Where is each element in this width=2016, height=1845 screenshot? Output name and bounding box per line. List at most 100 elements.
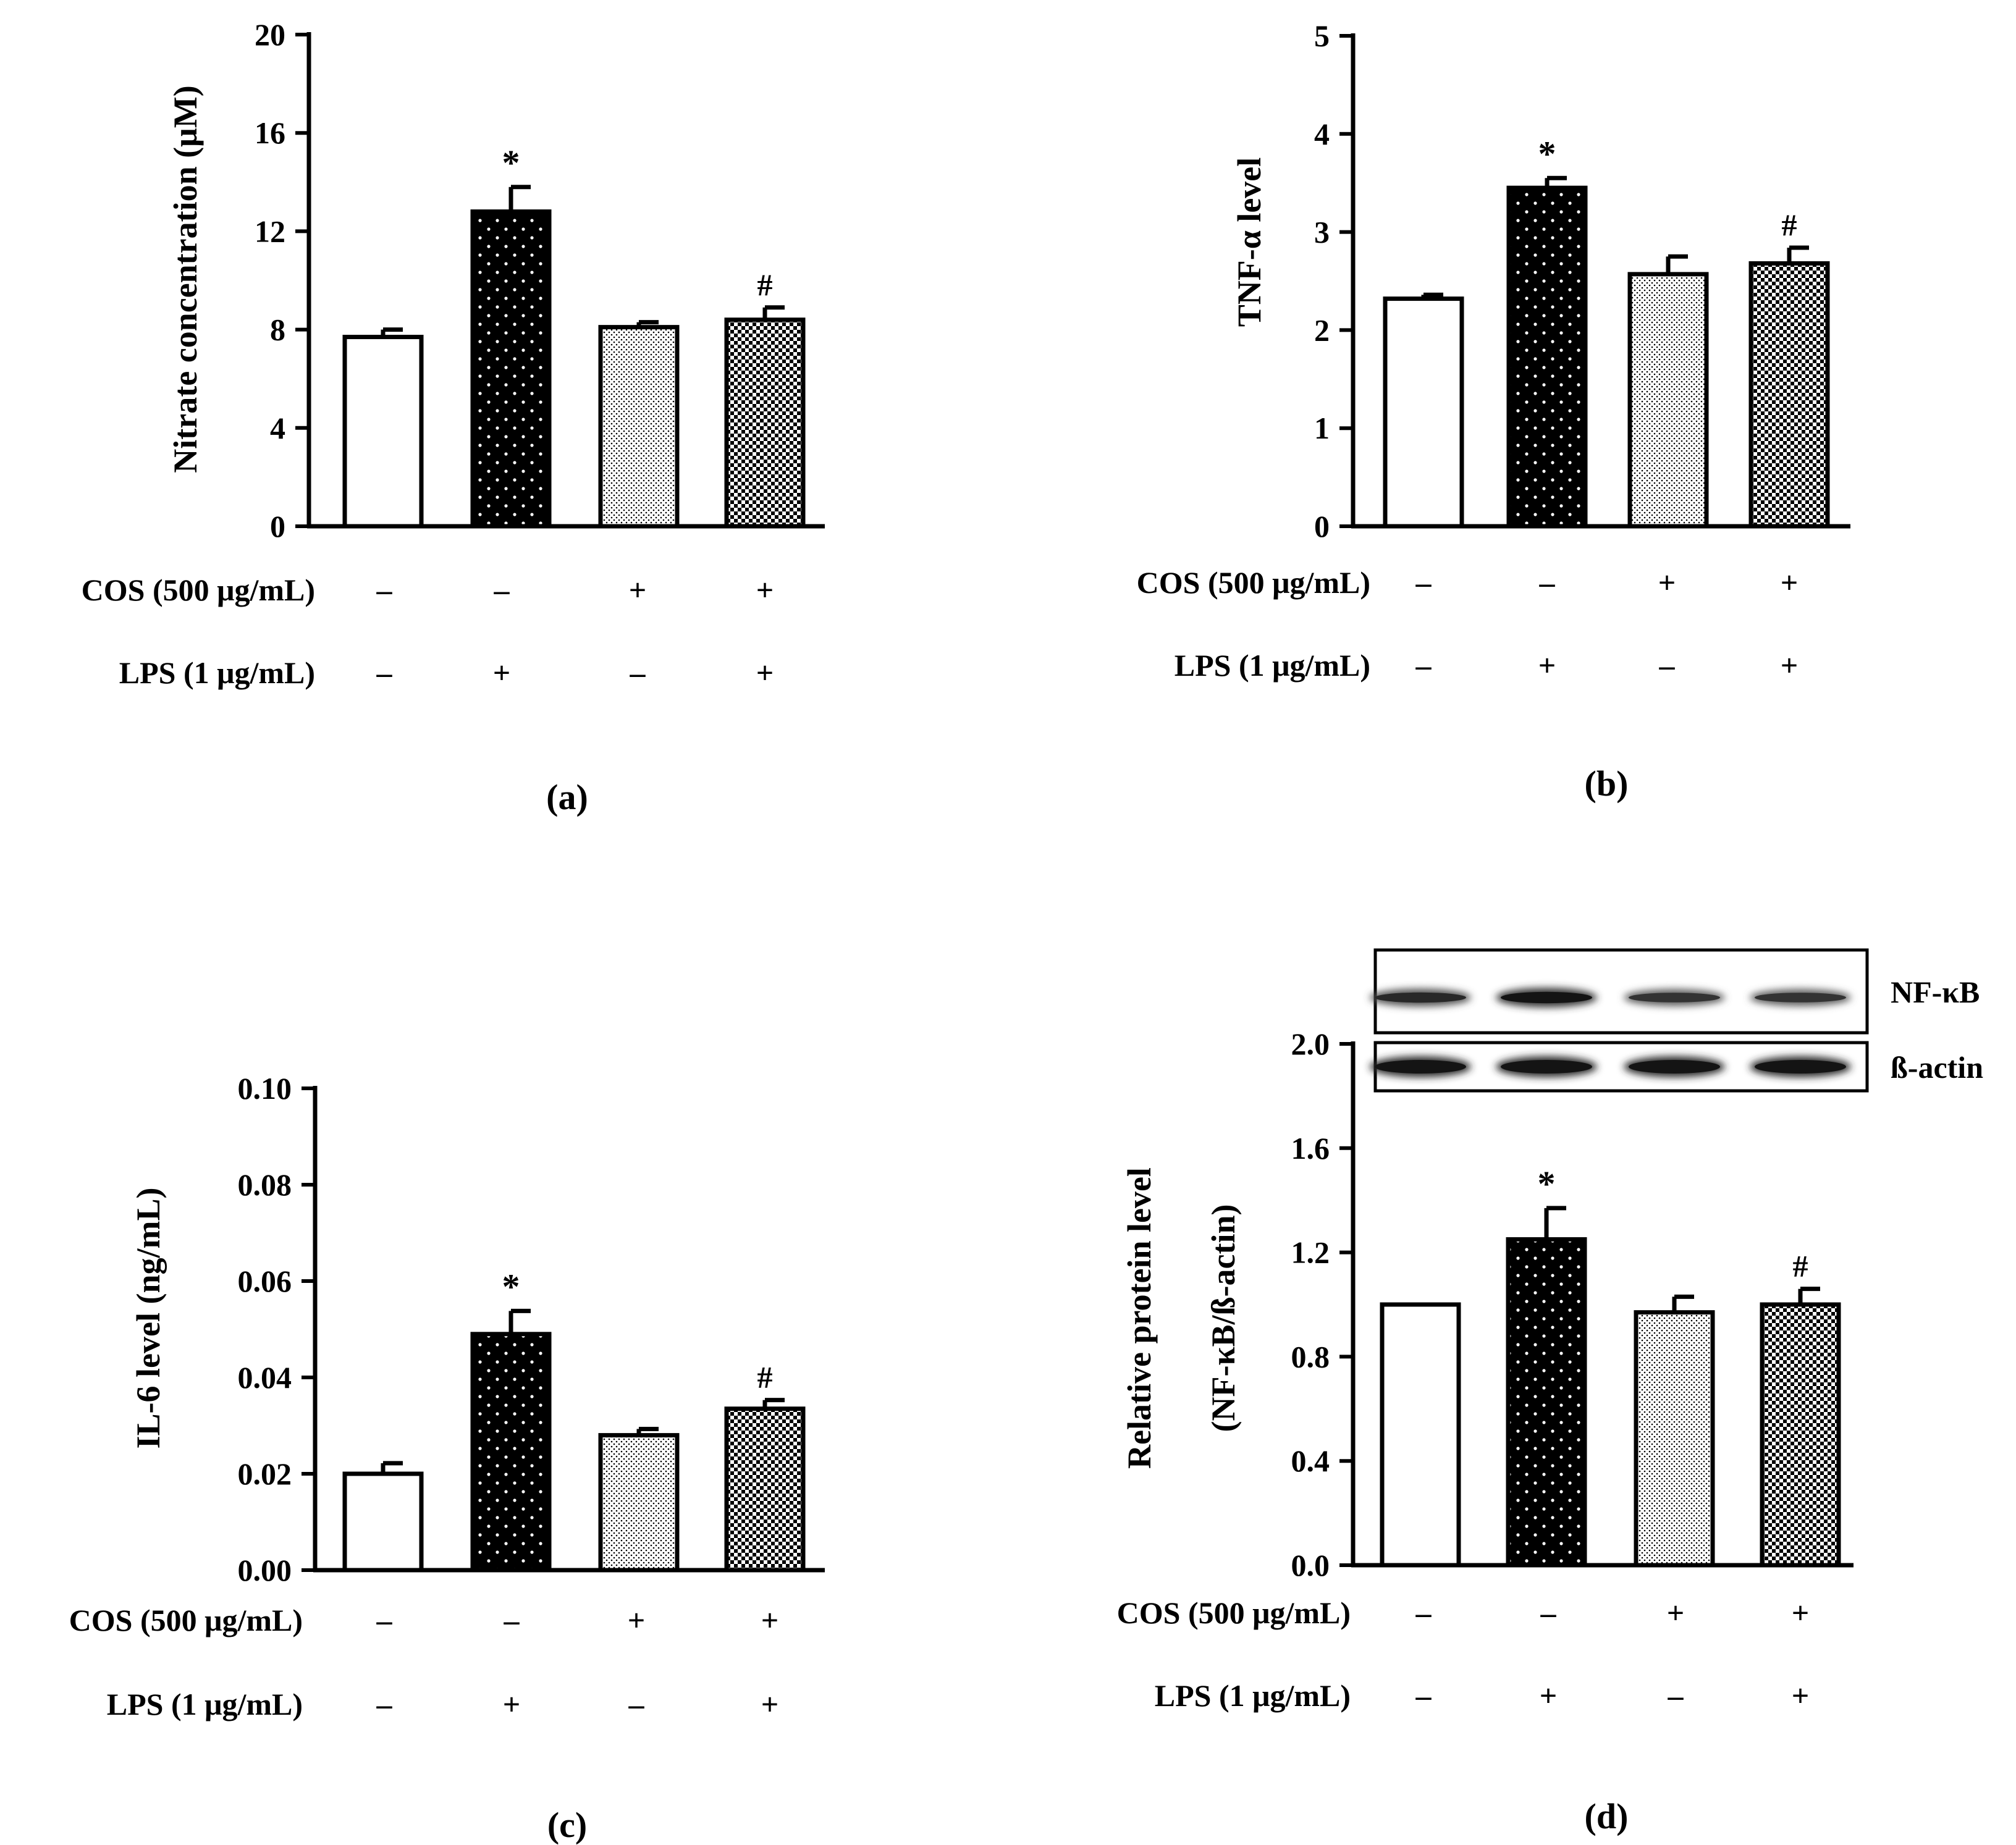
panel-label: (d) (1585, 1796, 1629, 1836)
bar-4 (724, 1406, 806, 1573)
treatment-mark: – (628, 1687, 645, 1721)
bar-1 (1380, 1302, 1461, 1568)
y-tick-label: 1 (1314, 411, 1330, 445)
bar-1 (342, 335, 424, 529)
treatment-mark: – (376, 1603, 393, 1637)
blot-label: NF-κB (1891, 975, 1980, 1009)
y-axis-title: IL-6 level (ng/mL) (130, 1188, 167, 1449)
significance-mark: # (757, 1360, 773, 1395)
bar-3 (1634, 1310, 1715, 1568)
treatment-row-label: COS (500 μg/mL) (1117, 1595, 1351, 1630)
y-tick-label: 1.6 (1291, 1131, 1330, 1166)
treatment-mark: + (1781, 648, 1799, 683)
blot-band-core (1755, 993, 1846, 1002)
blot-band-core (1501, 991, 1592, 1004)
treatment-row-label: LPS (1 μg/mL) (1175, 648, 1370, 683)
y-axis-title-2: (NF-κB/ß-actin) (1205, 1204, 1242, 1432)
blot-band-core (1629, 993, 1720, 1002)
y-tick-label: 4 (270, 411, 285, 445)
bar-3 (598, 325, 680, 529)
treatment-mark: – (1668, 1678, 1684, 1713)
y-tick-label: 16 (255, 116, 285, 150)
treatment-mark: + (493, 655, 511, 690)
treatment-mark: + (761, 1687, 779, 1721)
chart-panel-b: 0 1 2 3 4 5 TNF-α level * # COS (500 μg/mL) – – + + LP… (1137, 19, 1850, 804)
y-tick-label: 20 (255, 17, 285, 52)
blot-band-core (1501, 1060, 1592, 1074)
y-tick-label: 0.06 (238, 1264, 292, 1298)
y-tick-label: 8 (270, 313, 285, 347)
chart-panel-a: 0 4 8 12 16 20 Nitrate concentration (μM) * # COS… (82, 17, 825, 817)
y-axis-title: Nitrate concentration (μM) (167, 85, 204, 473)
y-tick-label: 0 (1314, 509, 1330, 544)
bar-4 (1760, 1302, 1841, 1568)
bar-2 (1506, 185, 1588, 529)
treatment-row-label: LPS (1 μg/mL) (107, 1687, 303, 1721)
y-tick-label: 4 (1314, 117, 1330, 151)
panel-label: (b) (1585, 763, 1629, 804)
blot-band-core (1375, 992, 1466, 1003)
significance-mark: # (1782, 208, 1797, 242)
y-tick-label: 0.04 (238, 1360, 292, 1395)
treatment-mark: – (1415, 565, 1432, 600)
y-axis-title: Relative protein level (1121, 1167, 1158, 1469)
bar-3 (598, 1433, 680, 1573)
y-tick-label: 0.10 (238, 1071, 292, 1106)
y-tick-label: 0.02 (238, 1456, 292, 1491)
treatment-row-label: COS (500 μg/mL) (82, 573, 315, 607)
treatment-mark: + (503, 1687, 521, 1721)
treatment-row-label: LPS (1 μg/mL) (1155, 1678, 1351, 1713)
treatment-mark: – (494, 573, 510, 607)
treatment-mark: + (1540, 1678, 1558, 1713)
western-blot-nfkb (1370, 948, 1869, 1035)
significance-mark: * (1538, 1164, 1556, 1204)
y-tick-label: 0.0 (1291, 1548, 1330, 1582)
blot-band-core (1755, 1060, 1846, 1074)
bar-3 (1627, 272, 1709, 529)
treatment-row-label: LPS (1 μg/mL) (119, 655, 315, 690)
significance-mark: * (1538, 133, 1556, 174)
treatment-row-label: COS (500 μg/mL) (69, 1603, 303, 1637)
treatment-mark: + (1658, 565, 1676, 600)
bar-4 (1748, 261, 1830, 529)
y-tick-label: 0 (270, 509, 285, 544)
treatment-mark: – (630, 655, 646, 690)
treatment-mark: + (1792, 1678, 1810, 1713)
significance-mark: * (502, 143, 520, 183)
treatment-mark: – (376, 1687, 393, 1721)
treatment-mark: – (1540, 1595, 1557, 1630)
bar-1 (1383, 296, 1464, 529)
y-tick-label: 1.2 (1291, 1235, 1330, 1270)
treatment-mark: + (756, 655, 774, 690)
blot-label: ß-actin (1891, 1050, 1983, 1085)
blot-band-core (1375, 1060, 1466, 1074)
panel-label: (c) (547, 1805, 587, 1845)
bar-2 (1506, 1237, 1587, 1568)
treatment-mark: + (761, 1603, 779, 1637)
treatment-mark: + (1792, 1595, 1810, 1630)
significance-mark: * (502, 1266, 520, 1306)
y-tick-label: 2.0 (1291, 1027, 1330, 1061)
treatment-mark: + (756, 573, 774, 607)
y-tick-label: 12 (255, 214, 285, 248)
blot-band-core (1629, 1060, 1720, 1074)
chart-panel-d: 0.0 0.4 0.8 1.2 1.6 2.0 Relative protein level… (1117, 948, 1983, 1836)
treatment-mark: – (504, 1603, 520, 1637)
treatment-mark: – (376, 655, 393, 690)
y-tick-label: 5 (1314, 19, 1330, 53)
bar-2 (470, 1332, 552, 1573)
treatment-mark: + (1667, 1595, 1685, 1630)
treatment-mark: – (1415, 648, 1432, 683)
treatment-mark: – (1415, 1595, 1432, 1630)
bar-2 (470, 209, 552, 529)
bar-1 (342, 1471, 424, 1573)
y-tick-label: 2 (1314, 313, 1330, 347)
treatment-row-label: COS (500 μg/mL) (1137, 565, 1370, 600)
y-tick-label: 0.4 (1291, 1444, 1330, 1478)
y-tick-label: 0.8 (1291, 1339, 1330, 1374)
treatment-mark: – (1415, 1678, 1432, 1713)
chart-panel-c: 0.00 0.02 0.04 0.06 0.08 0.10 IL-6 level (ng/m… (69, 1071, 825, 1845)
bar-4 (724, 317, 806, 529)
treatment-mark: – (1539, 565, 1556, 600)
